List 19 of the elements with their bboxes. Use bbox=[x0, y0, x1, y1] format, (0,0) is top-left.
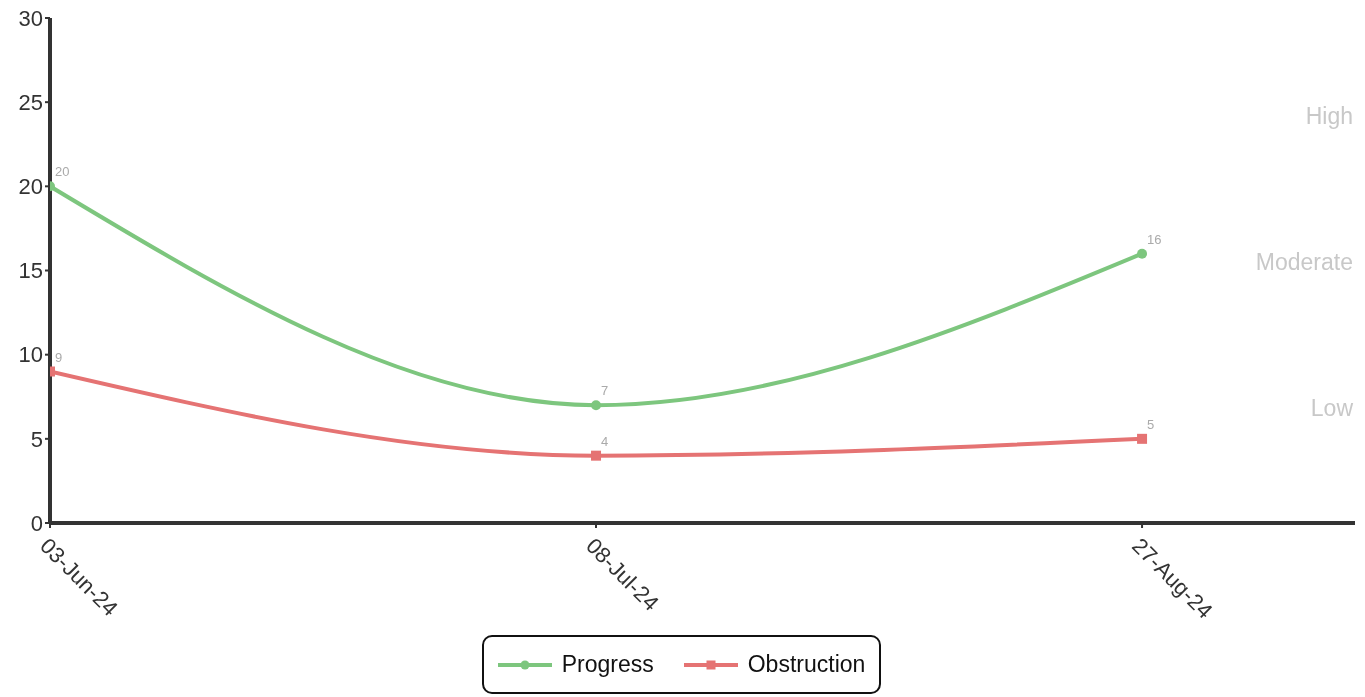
y-tick-label: 20 bbox=[18, 174, 43, 200]
y-tick-label: 30 bbox=[18, 5, 43, 31]
y-tick-label: 0 bbox=[30, 510, 43, 536]
point bbox=[591, 400, 602, 411]
legend-label: Obstruction bbox=[747, 651, 866, 678]
y-tick-label: 10 bbox=[18, 342, 43, 368]
point bbox=[1137, 433, 1148, 444]
data-label: 9 bbox=[55, 349, 63, 365]
data-label: 20 bbox=[55, 164, 70, 180]
data-label: 16 bbox=[1147, 231, 1162, 247]
data-label: 5 bbox=[1147, 416, 1155, 432]
legend-label: Progress bbox=[561, 651, 654, 678]
point bbox=[1137, 248, 1148, 259]
y-tick-label: 25 bbox=[18, 89, 43, 115]
data-label: 7 bbox=[601, 383, 609, 399]
y-tick-label: 15 bbox=[18, 258, 43, 284]
point bbox=[591, 450, 602, 461]
y-tick-label: 5 bbox=[30, 426, 43, 452]
data-label: 4 bbox=[601, 433, 609, 449]
